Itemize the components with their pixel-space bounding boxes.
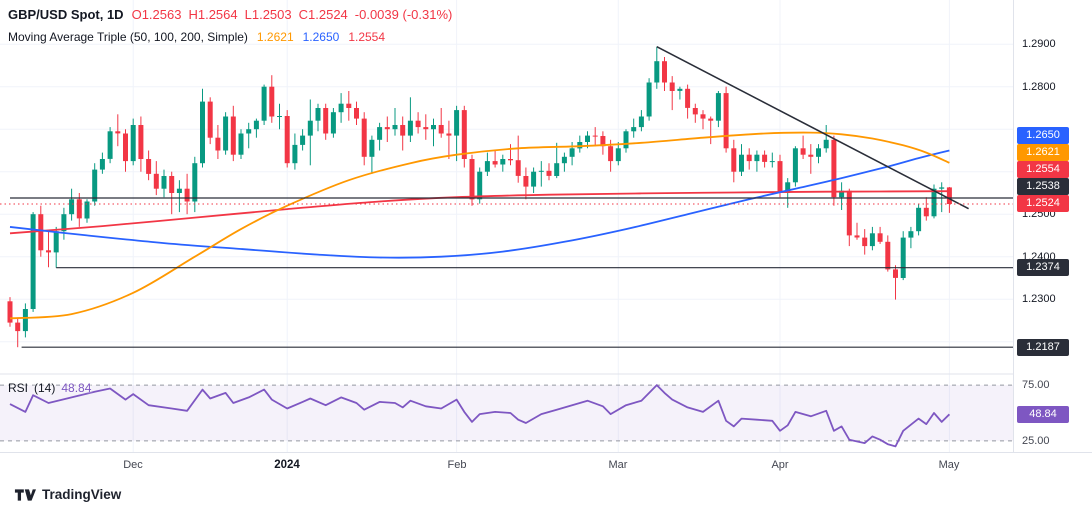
chart-canvas[interactable]: GBP/USD Spot, 1D O1.2563 H1.2564 L1.2503… bbox=[0, 0, 1013, 452]
rsi-tick-label: 25.00 bbox=[1022, 435, 1050, 447]
rsi-value: 48.84 bbox=[61, 381, 92, 395]
time-axis-label-apr: Apr bbox=[771, 459, 789, 471]
time-axis-label-mar: Mar bbox=[608, 459, 628, 471]
ma50-value: 1.2621 bbox=[256, 30, 294, 44]
ma100-price-badge: 1.2650 bbox=[1017, 127, 1069, 144]
close-value: C1.2524 bbox=[298, 7, 348, 22]
rsi-params: (14) bbox=[34, 381, 56, 395]
moving-average-lines bbox=[9, 131, 950, 320]
symbol-title[interactable]: GBP/USD Spot, 1D bbox=[8, 7, 124, 22]
open-value: O1.2563 bbox=[131, 7, 182, 22]
candles bbox=[7, 46, 952, 348]
tradingview-logo[interactable]: TradingView bbox=[14, 487, 121, 502]
price-tick-label: 1.2300 bbox=[1022, 293, 1056, 305]
indicator-title[interactable]: Moving Average Triple (50, 100, 200, Sim… bbox=[8, 30, 248, 44]
time-axis-label-feb: Feb bbox=[447, 459, 467, 471]
support-line-1-price-badge: 1.2374 bbox=[1017, 259, 1069, 276]
drawings bbox=[10, 45, 1013, 348]
time-axis-label-2024: 2024 bbox=[274, 459, 300, 471]
ma200-value: 1.2554 bbox=[348, 30, 386, 44]
price-tick-label: 1.2900 bbox=[1022, 38, 1056, 50]
rsi-tick-label: 75.00 bbox=[1022, 379, 1050, 391]
price-chart[interactable] bbox=[0, 0, 1013, 452]
symbol-legend-row[interactable]: GBP/USD Spot, 1D O1.2563 H1.2564 L1.2503… bbox=[8, 7, 452, 22]
high-value: H1.2564 bbox=[188, 7, 238, 22]
rsi-indicator-title[interactable]: RSI bbox=[8, 381, 29, 395]
ohlc-values: O1.2563 H1.2564 L1.2503 C1.2524 -0.0039 … bbox=[132, 7, 453, 22]
price-tick-label: 1.2800 bbox=[1022, 81, 1056, 93]
change-value: -0.0039 (-0.31%) bbox=[354, 7, 453, 22]
tradingview-wordmark: TradingView bbox=[42, 487, 122, 502]
horizontal-line-price-badge: 1.2538 bbox=[1017, 178, 1069, 195]
ma100-value: 1.2650 bbox=[302, 30, 340, 44]
price-axis[interactable]: 1.2900 1.2800 1.2500 1.2400 1.2300 1.2650 1.26… bbox=[1013, 0, 1092, 452]
low-value: L1.2503 bbox=[244, 7, 292, 22]
sma-100-line bbox=[9, 149, 950, 259]
ma50-price-badge: 1.2621 bbox=[1017, 144, 1069, 161]
last-price-badge: 1.2524 bbox=[1017, 195, 1069, 212]
descending-trendline bbox=[656, 45, 969, 210]
rsi-value-badge: 48.84 bbox=[1017, 406, 1069, 423]
time-axis-label-may: May bbox=[938, 459, 960, 471]
gridlines bbox=[0, 0, 1013, 452]
sma-50-line bbox=[9, 131, 950, 320]
footer-bar: TradingView bbox=[0, 478, 1092, 518]
tradingview-logo-icon bbox=[14, 488, 36, 501]
indicator-legend-row[interactable]: Moving Average Triple (50, 100, 200, Sim… bbox=[8, 30, 452, 44]
ma200-price-badge: 1.2554 bbox=[1017, 161, 1069, 178]
chart-legend: GBP/USD Spot, 1D O1.2563 H1.2564 L1.2503… bbox=[8, 7, 452, 44]
rsi-line bbox=[9, 384, 951, 448]
rsi-legend-row[interactable]: RSI (14) 48.84 bbox=[8, 381, 91, 395]
time-axis[interactable]: Dec 2024 Feb Mar Apr May bbox=[0, 452, 1092, 478]
time-axis-label-dec: Dec bbox=[123, 459, 143, 471]
support-line-2-price-badge: 1.2187 bbox=[1017, 339, 1069, 356]
